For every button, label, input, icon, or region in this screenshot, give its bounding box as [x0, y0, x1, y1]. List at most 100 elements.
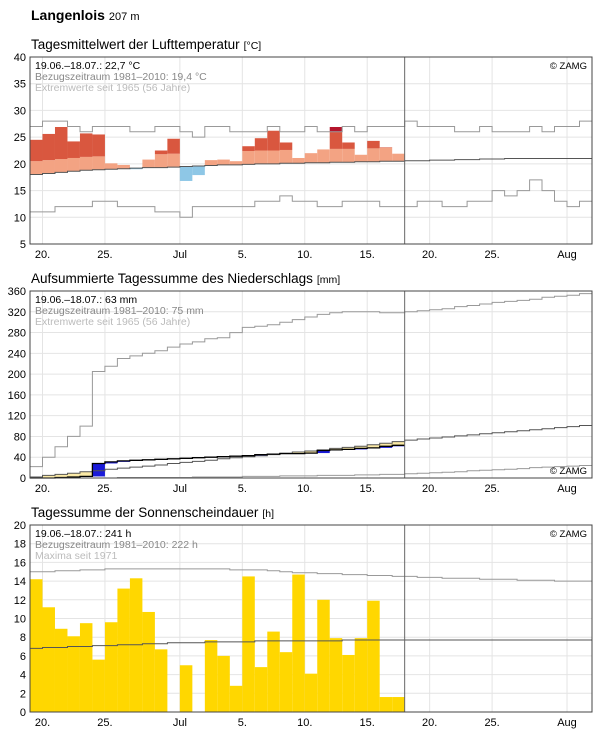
sunshine-y-tick-label: 12 — [14, 595, 26, 607]
sun-bar — [367, 600, 380, 712]
temp-bar — [329, 148, 343, 163]
sun-bar — [267, 631, 280, 712]
temp-bar — [79, 133, 93, 157]
precipitation-x-tick-label: 20. — [422, 483, 437, 495]
sun-bar — [54, 628, 68, 712]
sunshine-x-tick-label: 20. — [35, 717, 50, 729]
temperature-info-line: 19.06.–18.07.: 22,7 °C — [35, 60, 141, 72]
temp-bar — [104, 163, 118, 170]
precipitation-y-tick-label: 40 — [14, 452, 26, 464]
precip-bar — [354, 446, 368, 449]
precipitation-x-tick-label: 5. — [238, 483, 247, 495]
temp-bar — [92, 134, 105, 157]
temperature-x-tick-label: 25. — [484, 249, 499, 261]
temp-bar — [342, 142, 355, 149]
temp-bar — [254, 150, 268, 164]
temperature-unit: [°C] — [243, 40, 262, 52]
temp-bar — [354, 154, 368, 162]
sunshine-y-tick-label: 0 — [20, 707, 26, 719]
sunshine-unit: [h] — [262, 508, 275, 520]
precip-bar — [379, 443, 393, 447]
temperature-x-tick-label: 20. — [35, 249, 50, 261]
precipitation-x-tick-label: 25. — [484, 483, 499, 495]
temperature-x-tick-label: 25. — [97, 249, 112, 261]
precip-bar — [329, 448, 343, 450]
precipitation-info-line: Bezugszeitraum 1981–2010: 75 mm — [35, 305, 204, 317]
temperature-info-line: Bezugszeitraum 1981–2010: 19,4 °C — [35, 71, 207, 83]
temp-bar — [279, 149, 293, 164]
precip-bar — [342, 447, 355, 450]
temp-bar — [329, 131, 343, 149]
sun-max-line — [30, 568, 592, 582]
temperature-frame — [29, 56, 593, 245]
sunshine-y-tick-label: 10 — [14, 614, 26, 626]
sunshine-x-tick-label: 10. — [297, 717, 312, 729]
sun-bar — [317, 599, 330, 712]
temp-bar — [142, 159, 155, 168]
temp-bar — [292, 157, 305, 164]
temp-bar — [154, 154, 168, 168]
precipitation-y-tick-label: 280 — [8, 328, 26, 340]
temperature-x-tick-label: 10. — [297, 249, 312, 261]
sun-bar — [279, 652, 293, 712]
sunshine-y-tick-label: 6 — [20, 651, 26, 663]
precipitation-frame — [29, 290, 593, 479]
precipitation-x-tick-label: Aug — [557, 483, 577, 495]
temp-bar — [217, 159, 230, 165]
precipitation-y-tick-label: 200 — [8, 369, 26, 381]
sunshine-y-tick-label: 20 — [14, 520, 26, 532]
temperature-y-tick-label: 35 — [14, 79, 26, 91]
sun-bar — [329, 638, 343, 712]
precipitation-y-tick-label: 120 — [8, 411, 26, 423]
temp-bar — [242, 146, 255, 152]
precip-bar — [92, 463, 105, 477]
temp-bar — [167, 153, 180, 168]
temp-bar — [392, 153, 405, 162]
temp-bar — [154, 150, 168, 155]
temp-bar — [379, 147, 393, 162]
temperature-y-tick-label: 5 — [20, 239, 26, 251]
sun-bar — [179, 665, 193, 712]
temp-bar — [67, 157, 80, 172]
precipitation-unit: [mm] — [316, 274, 341, 286]
sunshine-info-line: 19.06.–18.07.: 241 h — [35, 528, 131, 540]
sunshine-x-tick-label: Aug — [557, 717, 577, 729]
temperature-x-tick-label: Jul — [173, 249, 187, 261]
sun-bar — [30, 579, 43, 712]
sunshine-chart-title: Tagessumme der Sonnenscheindauer [h] — [31, 505, 274, 520]
precip-bar — [367, 444, 380, 448]
temperature-info-line: Extremwerte seit 1965 (56 Jahre) — [35, 82, 190, 94]
sunshine-y-tick-label: 16 — [14, 557, 26, 569]
precipitation-info-line: Extremwerte seit 1965 (56 Jahre) — [35, 316, 190, 328]
precipitation-y-tick-label: 240 — [8, 348, 26, 360]
temp-bar — [267, 130, 280, 151]
precip-bar — [42, 475, 55, 478]
sunshine-x-tick-label: 5. — [238, 717, 247, 729]
temp-bar — [92, 156, 105, 170]
sunshine-y-tick-label: 2 — [20, 688, 26, 700]
precipitation-chart-title: Aufsummierte Tagessumme des Niederschlag… — [31, 271, 340, 286]
temp-bar — [54, 126, 68, 160]
temp-min-line — [30, 179, 592, 218]
precipitation-x-tick-label: 25. — [97, 483, 112, 495]
precipitation-x-tick-label: 15. — [360, 483, 375, 495]
precipitation-x-tick-label: 20. — [35, 483, 50, 495]
sunshine-info-line: Bezugszeitraum 1981–2010: 222 h — [35, 539, 198, 551]
sun-bar — [254, 667, 268, 712]
temp-bar — [167, 138, 180, 154]
sunshine-x-tick-label: 15. — [360, 717, 375, 729]
precipitation-y-tick-label: 360 — [8, 286, 26, 298]
temp-bar — [67, 141, 80, 158]
temp-max-line — [30, 120, 592, 138]
sunshine-x-tick-label: 20. — [422, 717, 437, 729]
sun-bar — [217, 655, 230, 712]
sun-bar — [229, 685, 243, 712]
sun-bar — [342, 654, 355, 712]
precipitation-credit: © ZAMG — [550, 466, 587, 477]
temperature-y-tick-label: 20 — [14, 159, 26, 171]
precip-bar — [379, 446, 393, 448]
temperature-y-tick-label: 30 — [14, 105, 26, 117]
sun-bar — [117, 588, 130, 712]
sunshine-credit: © ZAMG — [550, 529, 587, 540]
sun-bar — [304, 673, 318, 712]
